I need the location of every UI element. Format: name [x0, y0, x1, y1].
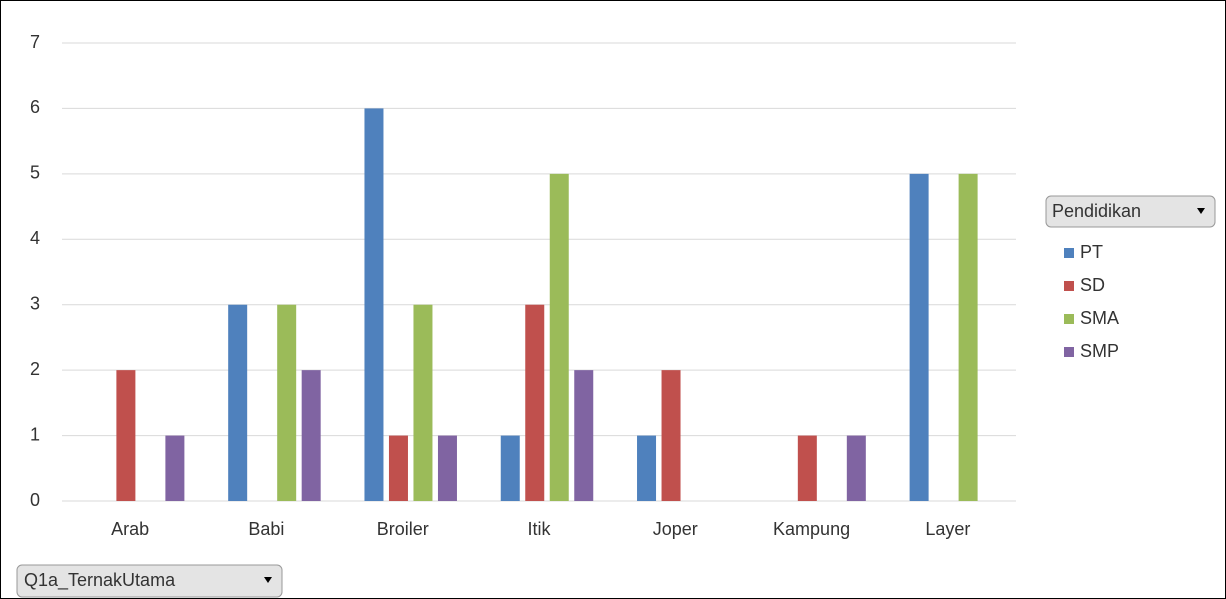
- bar: [277, 304, 297, 501]
- y-tick-label: 6: [30, 97, 40, 117]
- bar: [364, 108, 384, 501]
- legend-title[interactable]: Pendidikan: [1052, 201, 1141, 221]
- bar: [661, 370, 681, 501]
- x-tick-label: Kampung: [773, 519, 850, 539]
- bar: [413, 304, 433, 501]
- bar: [958, 173, 978, 501]
- bar: [301, 370, 321, 501]
- bar: [165, 435, 185, 501]
- bar: [574, 370, 594, 501]
- x-tick-label: Babi: [248, 519, 284, 539]
- legend-button[interactable]: Pendidikan: [1045, 195, 1216, 228]
- legend-label: SMP: [1080, 341, 1119, 361]
- bar: [637, 435, 657, 501]
- y-tick-label: 2: [30, 359, 40, 379]
- y-tick-label: 7: [30, 32, 40, 52]
- dropdown-arrow[interactable]: [1197, 208, 1205, 214]
- bar: [388, 435, 408, 501]
- y-tick-label: 1: [30, 424, 40, 444]
- bar: [797, 435, 817, 501]
- y-tick-label: 4: [30, 228, 40, 248]
- bar: [549, 173, 569, 501]
- y-tick-label: 5: [30, 163, 40, 183]
- y-tick-label: 0: [30, 490, 40, 510]
- bar: [116, 370, 136, 501]
- x-tick-label: Broiler: [377, 519, 429, 539]
- bar: [909, 173, 929, 501]
- axis-button-box[interactable]: [16, 564, 283, 598]
- x-tick-label: Arab: [111, 519, 149, 539]
- bar: [525, 304, 545, 501]
- legend-button-box[interactable]: [1045, 195, 1216, 228]
- bar: [228, 304, 248, 501]
- bar: [846, 435, 866, 501]
- bar: [500, 435, 520, 501]
- legend-swatch: [1064, 248, 1074, 258]
- legend-label: PT: [1080, 242, 1103, 262]
- legend-swatch: [1064, 347, 1074, 357]
- y-tick-label: 3: [30, 293, 40, 313]
- legend-swatch: [1064, 281, 1074, 291]
- x-axis-label[interactable]: Q1a_TernakUtama: [24, 570, 176, 591]
- dropdown-arrow[interactable]: [264, 577, 272, 583]
- bar: [437, 435, 457, 501]
- axis-button[interactable]: Q1a_TernakUtama: [16, 564, 283, 598]
- legend-swatch: [1064, 314, 1074, 324]
- legend-label: SMA: [1080, 308, 1119, 328]
- x-tick-label: Itik: [527, 519, 551, 539]
- x-tick-label: Joper: [653, 519, 698, 539]
- x-tick-label: Layer: [925, 519, 970, 539]
- legend-label: SD: [1080, 275, 1105, 295]
